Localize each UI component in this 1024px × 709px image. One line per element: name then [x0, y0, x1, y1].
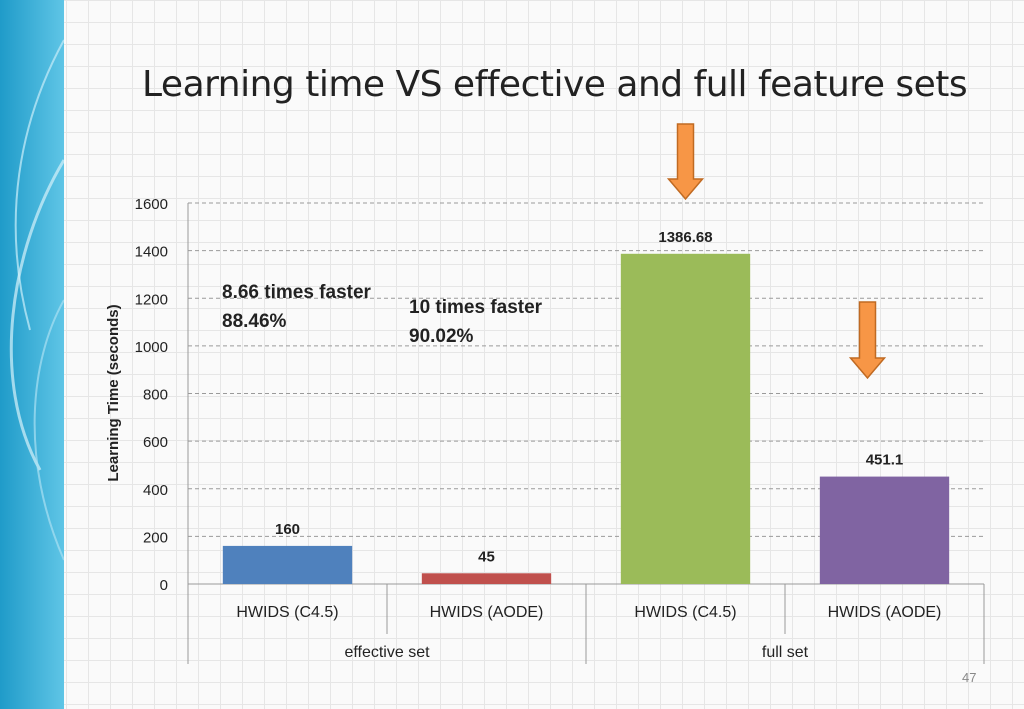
y-tick-label: 1400 — [135, 244, 168, 261]
data-label: 1386.68 — [658, 229, 712, 246]
slide-title: Learning time VS effective and full feat… — [142, 64, 968, 105]
data-label: 45 — [478, 548, 495, 565]
y-axis-label: Learning Time (seconds) — [105, 304, 122, 481]
slide-number: 47 — [962, 670, 977, 685]
x-group-label: full set — [762, 644, 809, 661]
x-group-labels: effective set full set — [344, 644, 808, 661]
y-tick-label: 200 — [143, 529, 168, 546]
y-tick-labels: 0 200 400 600 800 1000 1200 1400 1600 — [135, 196, 168, 594]
bar — [421, 573, 552, 584]
annotation-text: 90.02% — [409, 326, 474, 347]
data-labels: 160 45 1386.68 451.1 — [275, 229, 903, 565]
bar — [819, 476, 950, 584]
down-arrow-icon — [666, 123, 705, 201]
bar — [620, 253, 751, 585]
data-label: 451.1 — [866, 452, 904, 469]
y-tick-label: 800 — [143, 387, 168, 404]
annotation-text: 88.46% — [222, 311, 287, 332]
x-category-labels: HWIDS (C4.5) HWIDS (AODE) HWIDS (C4.5) HWID… — [236, 604, 941, 621]
x-category-label: HWIDS (C4.5) — [634, 604, 736, 621]
x-category-label: HWIDS (AODE) — [828, 604, 942, 621]
y-tick-label: 400 — [143, 482, 168, 499]
data-label: 160 — [275, 521, 300, 538]
y-tick-label: 600 — [143, 434, 168, 451]
y-tick-label: 0 — [160, 577, 168, 594]
y-tick-label: 1200 — [135, 291, 168, 308]
axes — [187, 203, 985, 664]
annotation-text: 8.66 times faster — [222, 282, 372, 303]
annotations: 8.66 times faster 88.46% 10 times faster 90… — [222, 282, 543, 347]
down-arrow-icon — [848, 301, 887, 380]
x-category-label: HWIDS (C4.5) — [236, 604, 338, 621]
x-group-label: effective set — [344, 644, 430, 661]
x-category-label: HWIDS (AODE) — [430, 604, 544, 621]
bar — [222, 545, 353, 584]
decorative-side-band — [0, 0, 64, 709]
y-tick-label: 1000 — [135, 339, 168, 356]
arrows — [666, 123, 887, 380]
bars — [222, 253, 950, 585]
y-tick-label: 1600 — [135, 196, 168, 213]
annotation-text: 10 times faster — [409, 297, 543, 318]
